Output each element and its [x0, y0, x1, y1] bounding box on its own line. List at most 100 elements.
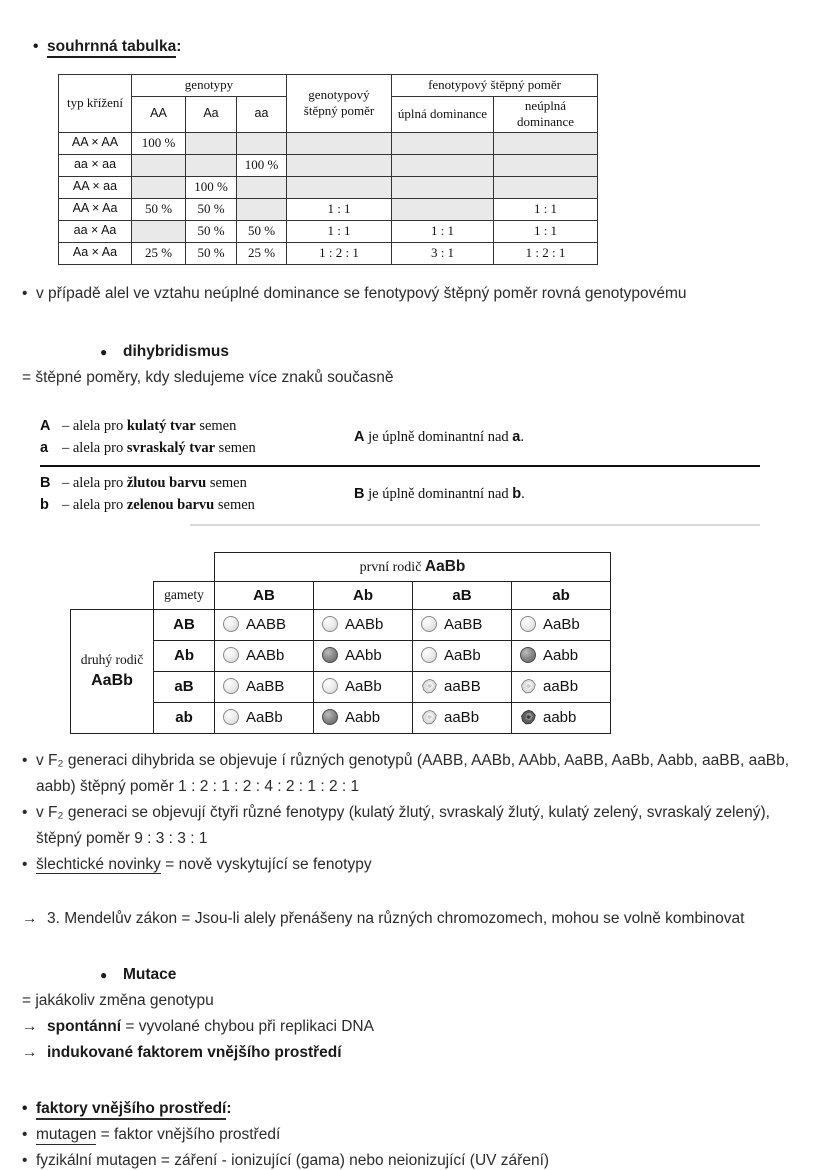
seed-round-light-icon — [421, 616, 437, 633]
seed-round-light-icon — [421, 647, 437, 664]
allele-group-A: A – alela pro kulatý tvar semen a – alel… — [40, 415, 760, 467]
punnett-row: ab AaBb Aabb aaBb aabb — [71, 701, 611, 734]
header-genotypovy-pomer: genotypový štěpný poměr — [286, 74, 392, 133]
table-cell — [493, 153, 598, 177]
table-cell: 25 % — [236, 241, 287, 265]
table-cell: 3 : 1 — [391, 241, 494, 265]
seed-wrinkled-light-icon — [422, 709, 437, 724]
bullet-icon: • — [22, 751, 28, 769]
table-header-row: typ křížení genotypy genotypový štěpný p… — [58, 74, 598, 133]
punnett-cell: AABb — [313, 608, 413, 641]
table-cell — [236, 175, 287, 199]
table-cell — [236, 131, 287, 155]
arrow-icon: → — [22, 1044, 38, 1061]
bullet-icon: • — [22, 855, 28, 873]
punnett-row: druhý rodič AaBb AB AABB AABb AaBB AaBb — [70, 608, 611, 734]
divider — [190, 523, 760, 526]
punnett-cell: AAbb — [313, 639, 413, 672]
punnett-row: Ab AABb AAbb AaBb Aabb — [71, 639, 611, 672]
punnett-cell: AaBB — [214, 670, 314, 703]
punnett-cell: Aabb — [313, 701, 413, 734]
gamete-row-Ab: Ab — [153, 639, 215, 672]
seed-round-light-icon — [223, 678, 239, 695]
table-cell — [286, 153, 392, 177]
bullet-fyzikalni-mutagen: • fyzikální mutagen = záření - ionizujíc… — [22, 1148, 808, 1170]
allele-def-A: A – alela pro kulatý tvar semen — [40, 417, 237, 434]
gamete-col-Ab: Ab — [313, 580, 413, 610]
bullet-icon: • — [22, 1126, 28, 1144]
table-row: Aa × Aa 25 % 50 % 25 % 1 : 2 : 1 3 : 1 1… — [58, 241, 598, 265]
table-cell: 50 % — [185, 241, 237, 265]
section-faktory: • faktory vnějšího prostředí: — [22, 1096, 808, 1122]
heading-text: souhrnná tabulka: — [47, 34, 808, 60]
table-row: AA × Aa 50 % 50 % 1 : 1 1 : 1 — [58, 197, 598, 221]
punnett-cell: AaBb — [511, 608, 611, 641]
punnett-top-header: první rodič AaBb — [71, 551, 611, 582]
dihybridismus-definition: = štěpné poměry, kdy sledujeme více znak… — [22, 368, 394, 386]
table-cell — [131, 153, 186, 177]
punnett-square-table: první rodič AaBb gamety AB Ab aB ab druh… — [70, 551, 611, 734]
table-cell: 25 % — [131, 241, 186, 265]
dominance-note-B: B je úplně dominantní nad b. — [354, 485, 525, 502]
dominance-note-A: A je úplně dominantní nad a. — [354, 428, 524, 445]
gamete-col-aB: aB — [412, 580, 512, 610]
seed-round-light-icon — [223, 647, 239, 664]
cross-type: AA × aa — [58, 175, 132, 199]
seed-round-dark-icon — [520, 647, 536, 664]
punnett-gamete-header-row: gamety AB Ab aB ab — [71, 580, 611, 610]
punnett-cell: AaBb — [313, 670, 413, 703]
bullet-icon: • — [22, 284, 28, 302]
page-heading: • souhrnná tabulka: — [33, 34, 808, 60]
seed-round-light-icon — [322, 616, 338, 633]
allele-definitions: A – alela pro kulatý tvar semen a – alel… — [40, 415, 760, 526]
table-cell — [131, 219, 186, 243]
punnett-cell: aaBb — [511, 670, 611, 703]
seed-round-dark-icon — [322, 647, 338, 664]
mendel-third-law: → 3. Mendelův zákon = Jsou-li alely přen… — [22, 906, 808, 932]
mutace-spontanni: → spontánní = vyvolané chybou při replik… — [22, 1014, 808, 1040]
table-cell — [185, 153, 237, 177]
table-cell — [286, 131, 392, 155]
cross-type: Aa × Aa — [58, 241, 132, 265]
punnett-cell: aaBb — [412, 701, 512, 734]
table-cell — [131, 175, 186, 199]
seed-wrinkled-dark-icon — [521, 709, 536, 724]
table-cell — [391, 175, 494, 199]
table-cell: 1 : 1 — [391, 219, 494, 243]
list-bullet-icon: ● — [100, 344, 108, 359]
gamety-label: gamety — [153, 580, 215, 610]
table-cell: 50 % — [236, 219, 287, 243]
header-genotypy: genotypy — [131, 74, 287, 98]
note-neuplna-dominance: • v případě alel ve vztahu neúplné domin… — [22, 281, 808, 307]
header-Aa: Aa — [185, 96, 237, 133]
gamete-row-ab: ab — [153, 701, 215, 734]
section-dihybridismus: ● dihybridismus — [100, 339, 808, 365]
header-aa: aa — [236, 96, 287, 133]
list-bullet-icon: ● — [100, 967, 108, 982]
bullet-mutagen: • mutagen = faktor vnějšího prostředí — [22, 1122, 808, 1148]
table-cell — [493, 175, 598, 199]
table-cell: 50 % — [185, 219, 237, 243]
table-cell: 100 % — [131, 131, 186, 155]
header-neuplna-dominance: neúplná dominance — [493, 96, 598, 133]
table-row: AA × AA 100 % — [58, 131, 598, 155]
cross-type: AA × AA — [58, 131, 132, 155]
seed-round-dark-icon — [322, 709, 338, 726]
header-fenotypovy-pomer: fenotypový štěpný poměr — [391, 74, 598, 98]
gamete-col-ab: ab — [511, 580, 611, 610]
table-row: AA × aa 100 % — [58, 175, 598, 199]
allele-def-a: a – alela pro svraskalý tvar semen — [40, 440, 256, 457]
table-cell: 100 % — [236, 153, 287, 177]
gamete-row-aB: aB — [153, 670, 215, 703]
table-cell: 1 : 1 — [286, 219, 392, 243]
table-cell — [236, 197, 287, 221]
seed-round-light-icon — [223, 709, 239, 726]
gamete-row-AB: AB — [153, 608, 215, 641]
table-cell: 50 % — [185, 197, 237, 221]
allele-group-B: B – alela pro žlutou barvu semen b – ale… — [40, 467, 760, 517]
seed-round-light-icon — [223, 616, 239, 633]
punnett-cell: Aabb — [511, 639, 611, 672]
section-mutace: ● Mutace — [100, 962, 808, 988]
cross-type: aa × Aa — [58, 219, 132, 243]
